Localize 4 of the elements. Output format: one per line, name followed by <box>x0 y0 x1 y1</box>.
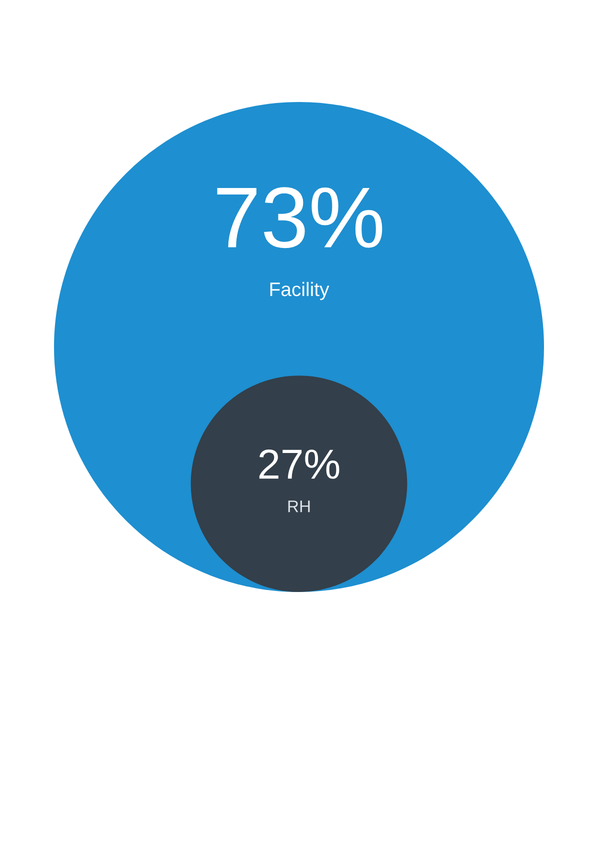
category-label: Facility <box>270 282 330 300</box>
data-label: 27% <box>259 449 340 479</box>
data-label: 73% <box>217 187 382 248</box>
category-label: RH <box>288 500 310 512</box>
